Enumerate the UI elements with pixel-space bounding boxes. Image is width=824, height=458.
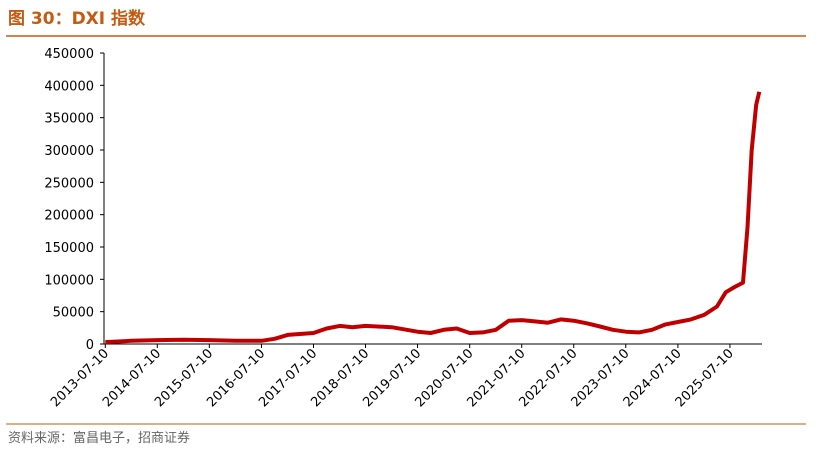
y-tick-label: 350000 <box>44 112 94 127</box>
y-tick-label: 200000 <box>44 209 94 224</box>
y-tick-label: 100000 <box>44 273 94 288</box>
y-tick-label: 150000 <box>44 241 94 256</box>
y-tick-label: 50000 <box>53 306 94 321</box>
y-tick-label: 250000 <box>44 176 94 191</box>
y-tick-label: 400000 <box>44 79 94 94</box>
y-tick-label: 0 <box>86 338 94 353</box>
chart-title: 图 30：DXI 指数 <box>8 8 146 29</box>
data-line <box>105 91 762 345</box>
y-tick-label: 450000 <box>44 47 94 62</box>
y-tick-label: 300000 <box>44 144 94 159</box>
source: 资料来源：富昌电子，招商证券 <box>8 430 190 446</box>
